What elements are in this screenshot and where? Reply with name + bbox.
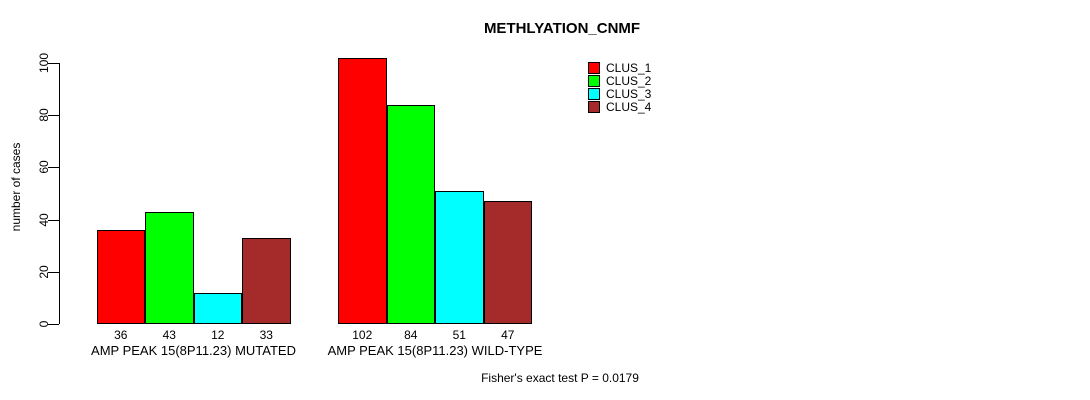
chart-title: METHLYATION_CNMF xyxy=(483,20,641,37)
bar-value-label: 12 xyxy=(211,328,225,342)
legend-item-clus_3: CLUS_3 xyxy=(588,86,652,101)
bar-value-label: 47 xyxy=(501,328,515,342)
legend-label-clus_1: CLUS_1 xyxy=(606,61,652,76)
y-axis-tick-label: 0 xyxy=(37,320,51,328)
legend-item-clus_1: CLUS_1 xyxy=(588,61,652,76)
y-axis-tick xyxy=(48,324,59,325)
bar-value-label: 51 xyxy=(452,328,466,342)
bar-value-label: 43 xyxy=(162,328,176,342)
bar-clus_3 xyxy=(193,292,242,324)
y-axis-tick xyxy=(48,115,59,117)
y-axis-tick-label: 80 xyxy=(37,108,51,122)
legend-item-clus_2: CLUS_2 xyxy=(588,74,652,89)
y-axis-tick-label: 100 xyxy=(37,52,51,74)
y-axis-tick-label: 60 xyxy=(37,160,51,175)
legend: CLUS_1 CLUS_2 CLUS_3 CLUS_4 xyxy=(588,61,652,114)
y-axis-tick xyxy=(48,167,59,169)
legend-item-clus_4: CLUS_4 xyxy=(588,99,652,114)
legend-swatch-clus_1 xyxy=(588,62,600,75)
bar-value-label: 84 xyxy=(404,328,418,342)
bar-clus_2 xyxy=(386,104,435,324)
x-axis-group-label: AMP PEAK 15(8P11.23) MUTATED xyxy=(91,343,296,358)
legend-label-clus_2: CLUS_2 xyxy=(606,74,652,89)
y-axis-tick xyxy=(48,219,59,221)
bar-value-label: 33 xyxy=(259,328,273,342)
bar-clus_1 xyxy=(96,230,145,324)
legend-swatch-clus_2 xyxy=(588,75,600,88)
bar-clus_1 xyxy=(338,57,387,324)
bar-clus_4 xyxy=(483,201,532,324)
bar-value-label: 36 xyxy=(114,328,128,342)
x-axis-group-label: AMP PEAK 15(8P11.23) WILD-TYPE xyxy=(327,343,543,358)
bar-value-label: 102 xyxy=(352,328,373,342)
y-axis-tick-label: 20 xyxy=(37,265,51,279)
legend-swatch-clus_4 xyxy=(588,100,600,113)
bar-clus_2 xyxy=(145,211,194,324)
legend-label-clus_4: CLUS_4 xyxy=(606,99,652,114)
bar-clus_3 xyxy=(435,190,484,324)
y-axis-tick-label: 40 xyxy=(37,212,51,227)
bar-clus_4 xyxy=(242,237,291,324)
legend-label-clus_3: CLUS_3 xyxy=(606,86,652,101)
y-axis-tick xyxy=(48,271,59,273)
y-axis-line xyxy=(59,63,60,324)
y-axis-tick xyxy=(48,63,59,64)
fisher-test-annotation: Fisher's exact test P = 0.0179 xyxy=(481,371,639,385)
y-axis-title: number of cases xyxy=(9,142,23,232)
legend-swatch-clus_3 xyxy=(588,87,600,100)
